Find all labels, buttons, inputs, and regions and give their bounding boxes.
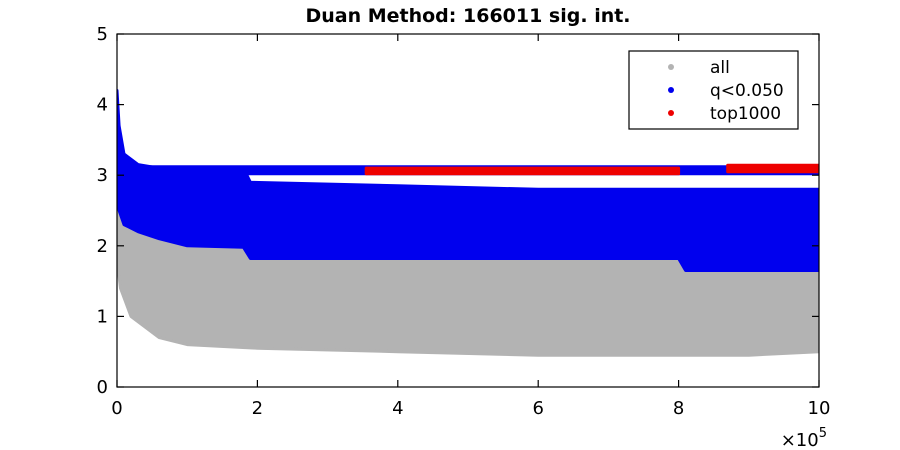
x-tick-label: 2: [252, 398, 263, 419]
axes-box: [116, 33, 820, 388]
data-band-top1000-0: [364, 166, 681, 176]
legend-label-q<0.050: q<0.050: [710, 81, 784, 101]
x-tick-label: 8: [673, 398, 684, 419]
y-tick-label: 4: [97, 95, 108, 116]
legend-marker-q<0.050: [668, 87, 674, 93]
y-tick-label: 1: [97, 306, 108, 327]
data-band-top1000-1: [726, 163, 819, 174]
legend-label-top1000: top1000: [710, 104, 781, 124]
x-tick-label: 10: [808, 398, 831, 419]
axes: 0 2 4 6 8 10 0 1 2 3 4 5 ×105: [97, 24, 831, 450]
x-tick-label: 4: [392, 398, 403, 419]
series-top1000: [364, 163, 819, 176]
x-exponent-label: ×105: [781, 426, 827, 450]
legend-label-all: all: [710, 58, 730, 78]
x-tick-label: 6: [532, 398, 543, 419]
data-layer: [117, 89, 819, 357]
y-tick-label: 2: [97, 236, 108, 257]
y-tick-label: 3: [97, 165, 108, 186]
plot-area: [117, 89, 819, 357]
x-tick-label: 0: [111, 398, 122, 419]
legend-marker-top1000: [668, 110, 674, 116]
legend-marker-all: [668, 64, 674, 70]
y-tick-label: 0: [97, 377, 108, 398]
legend: all q<0.050 top1000: [628, 50, 799, 130]
y-tick-label: 5: [97, 24, 108, 45]
legend-box: [628, 50, 799, 130]
chart-title: Duan Method: 166011 sig. int.: [305, 5, 631, 27]
